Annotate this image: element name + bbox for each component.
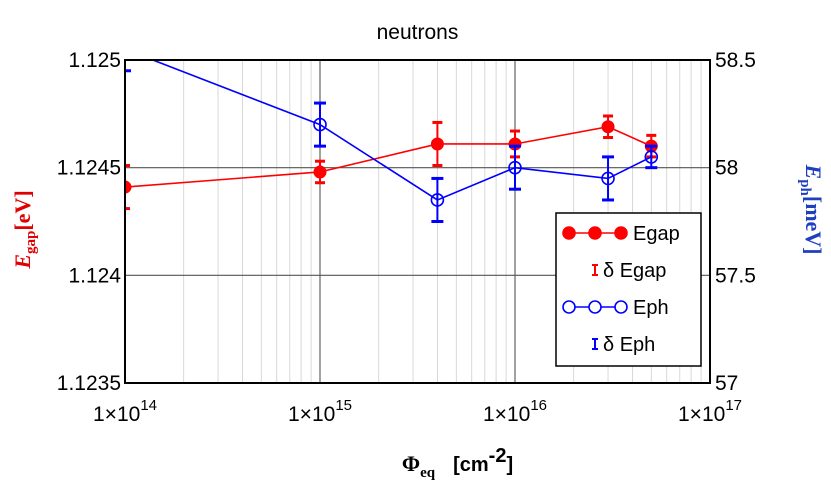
x-tick-labels: 1×1014 1×1015 1×1016 1×1017 [93, 397, 742, 426]
legend-entry: Egap [562, 223, 680, 245]
x-axis-label: Φeq [cm-2] [402, 445, 513, 481]
x-tick-label: 1×1016 [483, 397, 547, 426]
right-y-tick-label: 58.5 [715, 49, 756, 72]
error-bar [125, 60, 131, 73]
data-point [644, 150, 659, 164]
legend-label: Eph [633, 297, 669, 319]
data-point [125, 180, 132, 194]
legend-label: δ Eph [603, 334, 655, 356]
right-y-tick-label: 57.5 [715, 264, 756, 287]
x-tick-label: 1×1015 [288, 397, 352, 426]
series-line [125, 125, 652, 188]
left-y-tick-label: 1.125 [68, 49, 121, 72]
series-line [150, 60, 652, 201]
chart-title: neutrons [377, 21, 459, 44]
legend-marker [562, 226, 576, 240]
legend-marker [562, 300, 576, 314]
x-tick-label: 1×1017 [678, 397, 742, 426]
data-point [601, 171, 615, 186]
legend-marker [588, 226, 602, 240]
legend-entry: Eph [562, 297, 669, 319]
error-bar [314, 101, 326, 148]
right-y-tick-label: 58 [715, 157, 738, 180]
legend-label: Egap [633, 223, 680, 245]
legend-box [555, 212, 702, 367]
series-egap [125, 114, 658, 211]
legend-marker [614, 300, 628, 314]
error-bar [602, 155, 615, 202]
error-bar [509, 144, 521, 191]
data-point [430, 137, 444, 151]
legend-entry: δ Eph [592, 334, 655, 356]
series-eph [125, 60, 659, 223]
legend-entry: δ Egap [592, 260, 666, 282]
x-tick-label: 1×1014 [93, 397, 157, 426]
series-layer [125, 60, 659, 223]
error-bar [645, 144, 658, 170]
right-y-tick-labels: 57 57.5 58 58.5 [715, 49, 756, 395]
left-y-tick-label: 1.124 [68, 264, 121, 287]
data-point [601, 120, 615, 134]
data-point [508, 160, 522, 175]
data-point [430, 193, 445, 207]
right-y-axis-label: Eph[meV] [797, 163, 826, 254]
plot-frame [124, 59, 711, 384]
left-y-tick-label: 1.1245 [57, 157, 121, 180]
left-y-tick-labels: 1.1235 1.124 1.1245 1.125 [57, 49, 122, 395]
legend-marker [588, 300, 602, 314]
legend: Egap δ Egap Eph δ Eph [555, 212, 702, 367]
data-point [313, 117, 327, 132]
error-bar [125, 164, 130, 211]
left-y-tick-label: 1.1235 [57, 372, 121, 395]
legend-marker [614, 226, 628, 240]
right-y-tick-label: 57 [715, 372, 738, 395]
left-y-axis-label: Egap[eV] [10, 190, 39, 269]
error-bar [431, 176, 444, 223]
legend-label: δ Egap [603, 260, 666, 282]
data-point [313, 165, 327, 179]
